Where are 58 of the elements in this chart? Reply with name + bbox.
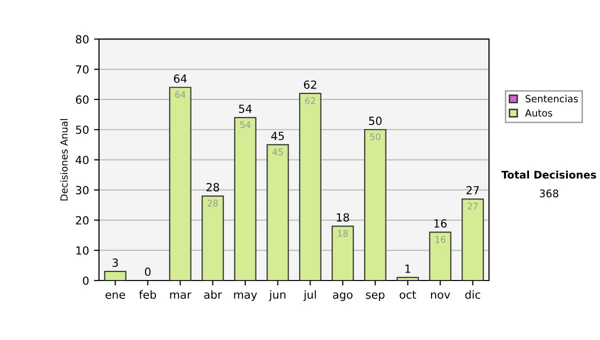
- total-label: 1: [405, 264, 410, 273]
- y-tick-label: 50: [76, 126, 89, 134]
- bar: [104, 270, 126, 280]
- y-tick-label: 20: [76, 216, 89, 225]
- bar: [332, 226, 354, 280]
- bar: [396, 276, 419, 280]
- y-tick-label: 60: [76, 95, 89, 104]
- data-label: 45: [272, 148, 283, 156]
- data-label: 64: [175, 91, 186, 98]
- x-tick-label: nov: [431, 292, 450, 299]
- total-label: 54: [239, 104, 252, 113]
- data-label: 18: [338, 230, 348, 237]
- y-tick-label: 40: [76, 156, 89, 164]
- data-label: 16: [436, 236, 446, 243]
- y-axis-title: Decisiones Anual: [60, 119, 68, 200]
- y-tick-label: 0: [82, 276, 89, 285]
- total-label: 64: [174, 74, 187, 83]
- x-tick-label: abr: [204, 290, 222, 299]
- x-tick-label: dic: [465, 290, 480, 299]
- bar: [299, 92, 322, 280]
- text: Total Decisiones: [501, 170, 596, 179]
- y-tick-label: 80: [76, 35, 89, 44]
- text: 368: [540, 189, 558, 198]
- bar: [462, 198, 484, 280]
- bar: [266, 144, 289, 280]
- x-tick-label: oct: [400, 290, 416, 299]
- total-label: 45: [271, 132, 284, 140]
- total-label: 16: [434, 219, 447, 228]
- x-tick-label: may: [234, 292, 258, 301]
- x-tick-label: feb: [139, 290, 156, 299]
- data-label: 27: [468, 202, 478, 210]
- data-label: 62: [305, 97, 316, 104]
- x-tick-label: jul: [303, 290, 316, 301]
- y-tick-label: 30: [76, 186, 89, 194]
- bar: [364, 129, 386, 280]
- x-tick-label: sep: [366, 292, 384, 301]
- x-tick-label: ene: [106, 292, 126, 299]
- x-tick-label: mar: [170, 292, 192, 299]
- legend-label: Autos: [525, 109, 552, 117]
- bar: [429, 232, 452, 280]
- data-label: 28: [208, 200, 218, 207]
- data-label: 50: [370, 133, 380, 140]
- bar: [169, 86, 192, 280]
- y-tick-label: 70: [76, 65, 89, 74]
- bar: [202, 195, 224, 280]
- x-tick-label: jun: [268, 290, 286, 301]
- total-label: 18: [336, 213, 350, 222]
- y-tick-label: 10: [76, 246, 89, 255]
- total-label: 28: [206, 183, 220, 192]
- total-label: 27: [466, 186, 479, 194]
- x-tick-label: ago: [333, 292, 352, 301]
- total-label: 50: [369, 116, 382, 126]
- data-label: 54: [240, 121, 250, 128]
- total-label: 62: [304, 80, 316, 89]
- total-label: 3: [112, 258, 118, 267]
- bar: [234, 117, 256, 280]
- total-label: 0: [144, 268, 151, 276]
- legend-label: Sentencias: [526, 94, 578, 102]
